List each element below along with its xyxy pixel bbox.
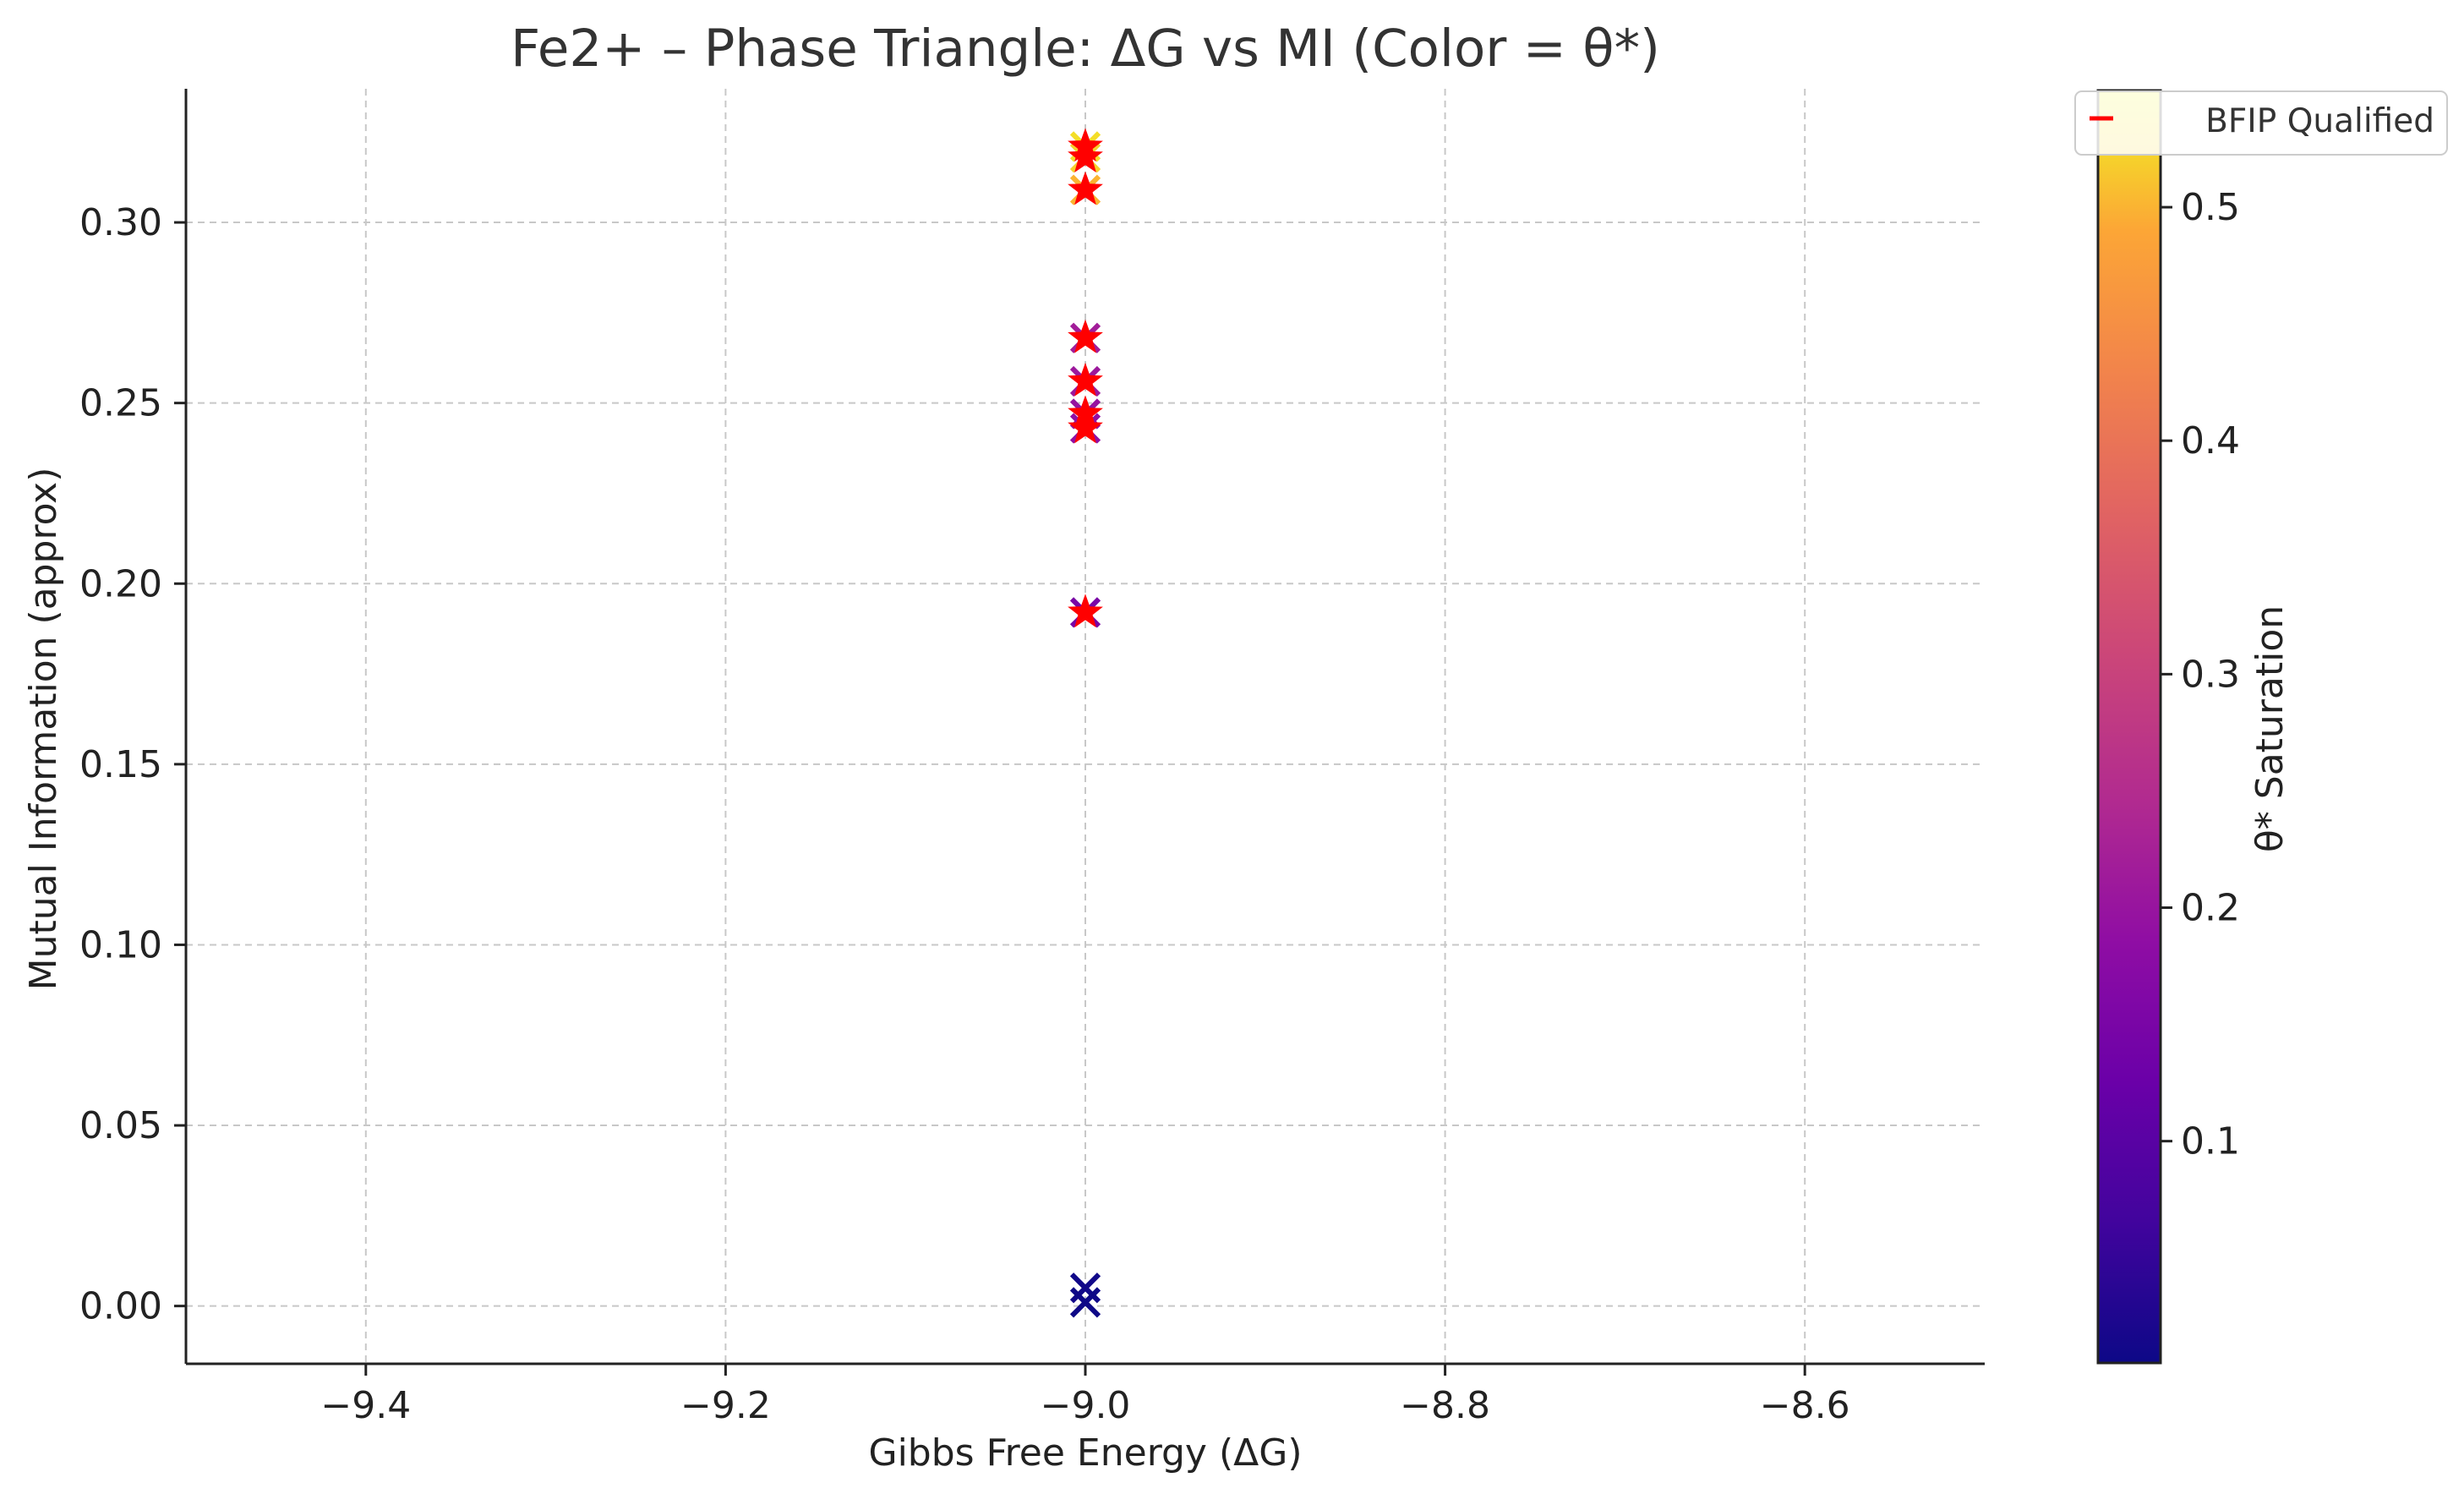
x-tick-label: −9.0 [1041, 1384, 1131, 1427]
y-tick-label: 0.25 [79, 382, 162, 425]
x-axis-ticks: −9.4 −9.2 −9.0 −8.8 −8.6 [320, 1364, 1850, 1427]
y-axis-ticks: 0.00 0.05 0.10 0.15 0.20 0.25 0.30 [79, 201, 186, 1328]
scatter-point [1069, 1287, 1101, 1318]
colorbar-tick-label: 0.1 [2181, 1120, 2240, 1163]
legend-label: BFIP Qualified [2205, 102, 2434, 140]
bfip-star-point [1068, 319, 1103, 353]
colorbar-ticks: 0.1 0.2 0.3 0.4 0.5 [2161, 186, 2240, 1163]
bfip-star-point [1068, 171, 1103, 205]
legend: BFIP Qualified [2074, 90, 2448, 156]
colorbar-tick-label: 0.3 [2181, 653, 2240, 696]
y-tick-label: 0.05 [79, 1104, 162, 1147]
y-tick-label: 0.20 [79, 562, 162, 605]
colorbar [2096, 89, 2162, 1365]
colorbar-label: θ* Saturation [2248, 605, 2292, 852]
x-axis-title: Gibbs Free Energy (ΔG) [868, 1431, 1302, 1475]
grid-lines [186, 89, 1985, 1364]
chart-title: Fe2+ – Phase Triangle: ΔG vs MI (Color =… [511, 19, 1660, 79]
x-tick-label: −9.2 [680, 1384, 771, 1427]
y-tick-label: 0.30 [79, 201, 162, 244]
legend-box [2074, 90, 2448, 156]
y-axis-title: Mutual Information (approx) [22, 468, 65, 991]
bfip-star-point [1068, 594, 1103, 628]
x-tick-label: −9.4 [320, 1384, 411, 1427]
x-tick-label: −8.6 [1760, 1384, 1850, 1427]
colorbar-tick-label: 0.5 [2181, 186, 2240, 229]
scatter-point [1069, 1272, 1101, 1304]
y-tick-label: 0.00 [79, 1285, 162, 1328]
bfip-star-point [1068, 139, 1103, 172]
bfip-star-point [1068, 409, 1103, 444]
bfip-star-markers [1068, 128, 1103, 628]
colorbar-tick-label: 0.2 [2181, 887, 2240, 930]
colorbar-tick-label: 0.4 [2181, 419, 2240, 462]
y-tick-label: 0.15 [79, 743, 162, 786]
scatter-x-markers [1069, 131, 1101, 1318]
y-tick-label: 0.10 [79, 923, 162, 966]
bfip-star-point [1068, 363, 1103, 397]
x-tick-label: −8.8 [1400, 1384, 1490, 1427]
